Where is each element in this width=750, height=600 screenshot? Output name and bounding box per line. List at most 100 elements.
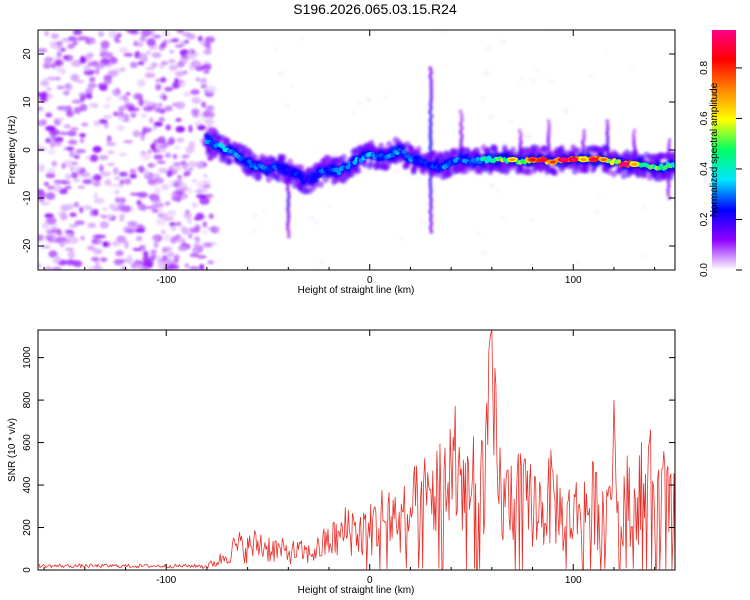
noise-blob [201, 101, 206, 108]
spike-blob [517, 128, 522, 133]
noise-blob [46, 168, 57, 174]
colorbar-gradient [712, 30, 736, 270]
spike-blob [428, 181, 433, 187]
noise-blob [163, 266, 173, 270]
ridge-halo [361, 160, 368, 168]
faint-blob [312, 221, 320, 225]
noise-blob [40, 201, 51, 206]
noise-blob [205, 105, 215, 111]
noise-blob [125, 92, 131, 96]
noise-blob [123, 140, 134, 144]
noise-blob [192, 113, 198, 118]
noise-blob [101, 207, 108, 211]
ridge-halo [462, 167, 469, 175]
noise-blob [68, 224, 79, 228]
noise-blob [93, 208, 99, 217]
noise-blob [99, 221, 110, 229]
noise-blob [73, 166, 81, 171]
spike-blob [428, 66, 433, 71]
faint-blob [351, 111, 358, 116]
noise-blob [65, 247, 75, 252]
noise-blob [145, 66, 155, 71]
faint-blob [309, 215, 315, 220]
spike-blob [582, 128, 586, 133]
ridge-halo [552, 168, 559, 176]
spike-blob [667, 142, 671, 147]
faint-blob [441, 30, 446, 34]
ridge-core [287, 168, 293, 174]
noise-blob [147, 162, 156, 169]
faint-blob [641, 205, 648, 209]
noise-blob [38, 92, 43, 97]
noise-blob [188, 48, 196, 54]
ridge-halo [477, 167, 484, 175]
ridge-hotspot-center [621, 163, 628, 166]
noise-blob [112, 243, 122, 247]
noise-blob [65, 259, 77, 266]
noise-blob [182, 91, 192, 97]
ridge-hotspot-center [590, 158, 597, 162]
noise-blob [98, 31, 104, 37]
faint-blob [519, 77, 525, 81]
noise-blob [140, 153, 152, 161]
colorbar-ticks: 0.0 0.2 0.4 0.6 0.8 [699, 61, 742, 277]
spike-blob [429, 189, 433, 194]
faint-blob [516, 82, 520, 86]
noise-blob [41, 222, 50, 230]
noise-blob [46, 76, 57, 81]
noise-blob [132, 130, 141, 138]
spike-blob [428, 137, 433, 143]
ridge-halo [620, 172, 627, 180]
ridge-halo [446, 169, 453, 177]
noise-blob [207, 260, 215, 265]
snr-y-tick-label: 800 [22, 391, 33, 408]
noise-blob [71, 99, 83, 104]
noise-blob [137, 61, 144, 65]
noise-blob [79, 57, 87, 64]
noise-blob [44, 31, 49, 36]
noise-blob [123, 52, 134, 57]
noise-blob [164, 152, 172, 158]
noise-blob [161, 184, 170, 191]
noise-blob [83, 204, 92, 210]
noise-blob [86, 40, 91, 45]
ridge-hotspot-center [570, 158, 577, 162]
spike-blob [429, 201, 433, 206]
noise-blob [154, 187, 161, 196]
noise-blob [95, 234, 106, 239]
faint-blob [365, 96, 372, 103]
spike-blob [285, 222, 290, 227]
noise-blob [119, 179, 125, 185]
noise-blob [196, 193, 207, 199]
noise-blob [171, 102, 180, 107]
faint-blob [597, 192, 602, 196]
noise-blob [118, 171, 129, 177]
noise-blob [38, 235, 43, 242]
noise-blob [74, 220, 85, 226]
noise-blob [179, 49, 190, 56]
noise-blob [142, 259, 154, 267]
spike-blob [519, 140, 523, 145]
faint-blob [589, 72, 593, 79]
noise-blob [175, 125, 186, 133]
noise-blob [164, 105, 173, 112]
spike-blob [458, 129, 463, 135]
spike-blob [458, 109, 463, 114]
noise-blob [202, 242, 213, 247]
ridge-halo [415, 145, 422, 153]
noise-blob [56, 236, 68, 242]
noise-blob [187, 161, 199, 168]
spike-blob [287, 234, 291, 239]
spike-blob [460, 134, 464, 139]
noise-blob [152, 234, 163, 242]
noise-blob [95, 258, 100, 267]
spike-blob [666, 191, 671, 197]
spike-blob [286, 206, 290, 211]
noise-blob [152, 34, 162, 39]
faint-blob [262, 210, 266, 214]
noise-blob [152, 201, 159, 206]
noise-blob [66, 146, 75, 151]
noise-blob [166, 251, 175, 258]
snr-panel: -100 0 100 0 200 400 600 800 1000 Height of str… [7, 329, 676, 596]
noise-blob [56, 51, 63, 57]
